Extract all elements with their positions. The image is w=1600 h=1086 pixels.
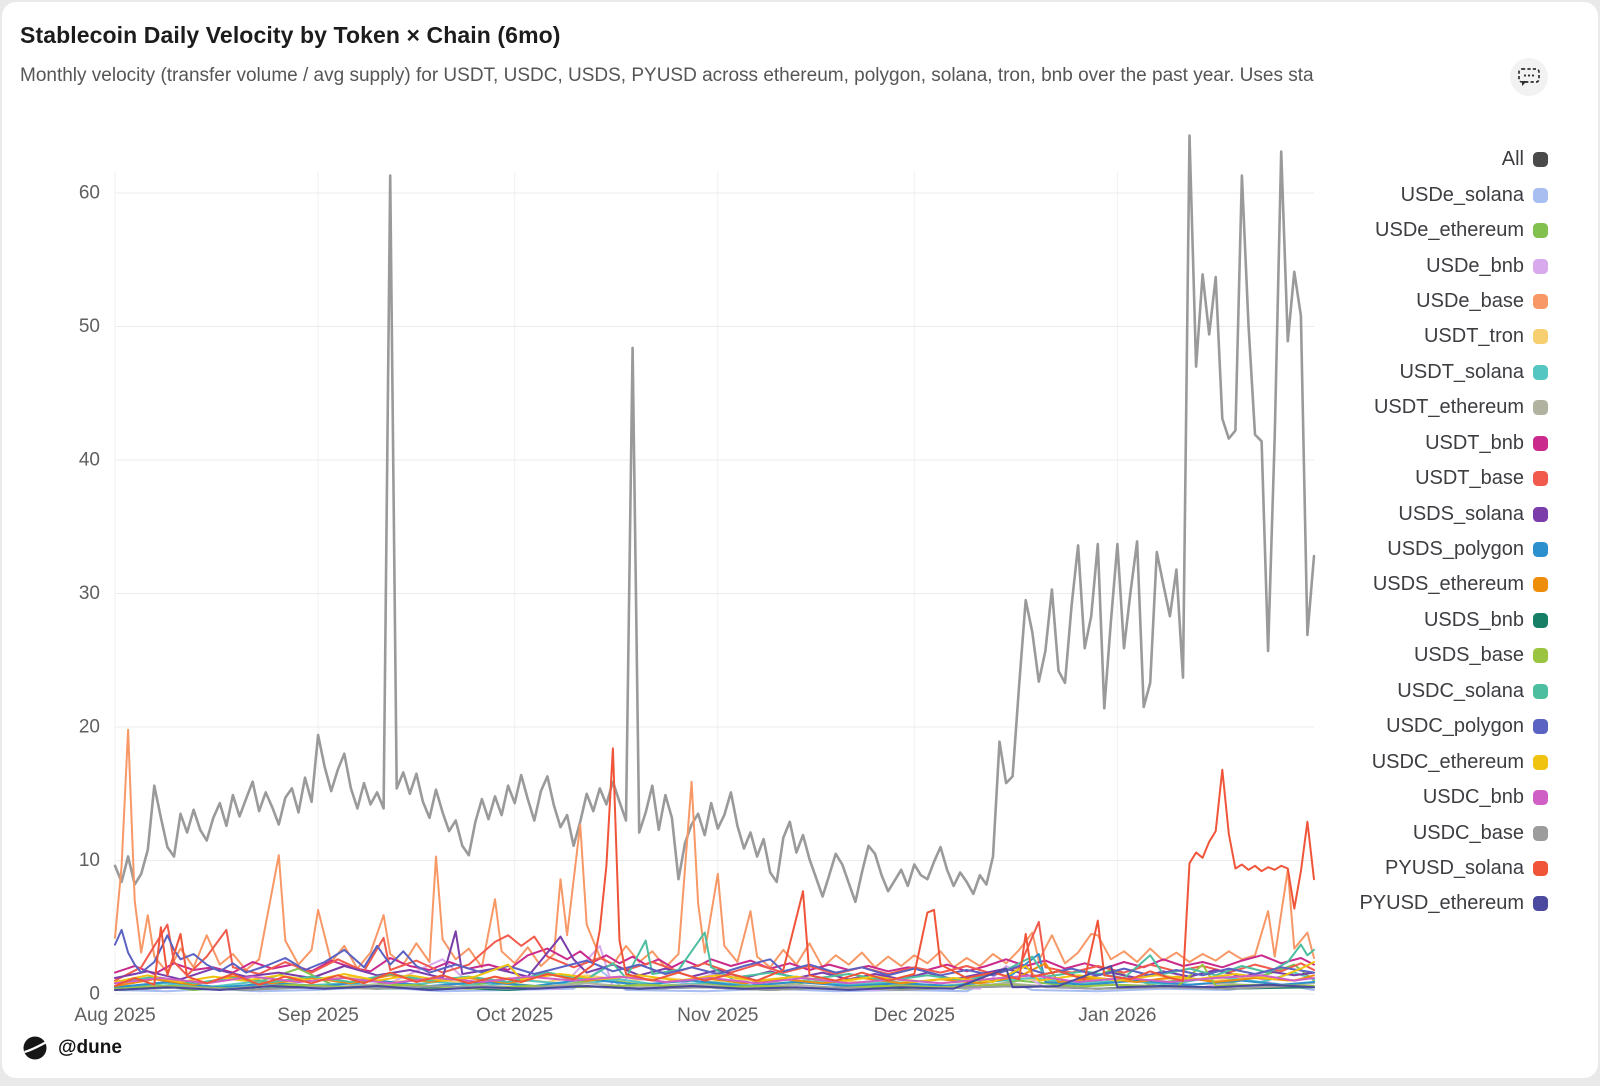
x-tick-label: Jan 2026 (1078, 1005, 1156, 1026)
legend-label: PYUSD_solana (1385, 856, 1524, 879)
y-tick-label: 40 (79, 450, 100, 471)
legend-label: PYUSD_ethereum (1359, 892, 1524, 915)
y-tick-label: 10 (79, 850, 100, 871)
legend-item-USDe_base[interactable]: USDe_base (1416, 284, 1548, 319)
dune-logo-icon (23, 1036, 47, 1060)
legend-item-USDe_bnb[interactable]: USDe_bnb (1426, 248, 1548, 283)
legend-swatch (1533, 435, 1548, 451)
legend-label: USDS_ethereum (1372, 573, 1524, 596)
y-tick-label: 20 (79, 717, 100, 738)
legend-item-PYUSD_ethereum[interactable]: PYUSD_ethereum (1359, 886, 1548, 921)
legend-label: USDe_solana (1400, 183, 1524, 206)
series-All (113, 134, 1316, 904)
legend-label: USDT_bnb (1425, 431, 1524, 454)
legend-label: All (1501, 148, 1524, 171)
legend-label: USDT_solana (1399, 360, 1524, 383)
legend: All USDe_solana USDe_ethereum USDe_bnb USDe_… (1359, 142, 1548, 922)
series-USDT_base (114, 920, 1315, 982)
legend-swatch (1533, 860, 1548, 876)
legend-label: USDC_polygon (1386, 715, 1524, 738)
series-PYUSD_ethereum (114, 965, 1315, 991)
legend-swatch (1533, 187, 1548, 203)
legend-item-All[interactable]: All (1502, 142, 1548, 177)
legend-swatch (1533, 825, 1548, 841)
x-tick-label: Sep 2025 (277, 1005, 358, 1026)
x-tick-label: Nov 2025 (677, 1005, 758, 1026)
chart-subtitle: Monthly velocity (transfer volume / avg … (20, 65, 1314, 86)
legend-item-USDT_ethereum[interactable]: USDT_ethereum (1374, 390, 1548, 425)
legend-swatch (1533, 790, 1548, 806)
legend-label: USDC_bnb (1422, 786, 1524, 809)
legend-swatch (1533, 612, 1548, 628)
legend-swatch (1533, 293, 1548, 309)
legend-label: USDT_tron (1423, 325, 1524, 348)
series-PYUSD_solana (114, 747, 1315, 987)
legend-item-PYUSD_solana[interactable]: PYUSD_solana (1385, 851, 1548, 886)
legend-swatch (1533, 258, 1548, 274)
legend-item-USDC_solana[interactable]: USDC_solana (1397, 674, 1548, 709)
legend-item-USDT_base[interactable]: USDT_base (1415, 461, 1548, 496)
legend-item-USDS_base[interactable]: USDS_base (1414, 638, 1548, 673)
legend-item-USDe_solana[interactable]: USDe_solana (1401, 177, 1548, 212)
legend-item-USDS_solana[interactable]: USDS_solana (1398, 496, 1548, 531)
legend-label: USDC_ethereum (1371, 750, 1524, 773)
legend-item-USDC_bnb[interactable]: USDC_bnb (1423, 780, 1548, 815)
legend-swatch (1533, 542, 1548, 558)
legend-swatch (1533, 683, 1548, 699)
legend-swatch (1533, 577, 1548, 593)
legend-swatch (1533, 471, 1548, 487)
legend-item-USDS_bnb[interactable]: USDS_bnb (1424, 603, 1548, 638)
legend-swatch (1533, 152, 1548, 168)
legend-swatch (1533, 223, 1548, 239)
legend-item-USDS_polygon[interactable]: USDS_polygon (1387, 532, 1548, 567)
watermark-handle: @dune (58, 1037, 122, 1058)
legend-swatch (1533, 506, 1548, 522)
legend-label: USDT_base (1415, 467, 1524, 490)
series-USDe_base (114, 728, 1315, 974)
legend-item-USDT_solana[interactable]: USDT_solana (1399, 355, 1548, 390)
legend-item-USDC_ethereum[interactable]: USDC_ethereum (1372, 744, 1548, 779)
legend-label: USDe_base (1416, 289, 1524, 312)
legend-swatch (1533, 329, 1548, 345)
y-tick-label: 0 (89, 984, 100, 1005)
legend-item-USDC_polygon[interactable]: USDC_polygon (1386, 709, 1548, 744)
y-tick-label: 30 (79, 583, 100, 604)
legend-item-USDe_ethereum[interactable]: USDe_ethereum (1375, 213, 1548, 248)
legend-label: USDe_ethereum (1375, 219, 1524, 242)
footer-watermark: @dune (23, 1036, 122, 1060)
speech-bubble-dashed-icon (1518, 68, 1540, 86)
legend-swatch (1533, 400, 1548, 416)
y-tick-label: 50 (79, 316, 100, 337)
legend-item-USDT_tron[interactable]: USDT_tron (1424, 319, 1548, 354)
legend-label: USDS_polygon (1387, 538, 1524, 561)
y-tick-label: 60 (79, 183, 100, 204)
x-tick-label: Aug 2025 (74, 1005, 155, 1026)
legend-swatch (1533, 719, 1548, 735)
legend-item-USDT_bnb[interactable]: USDT_bnb (1425, 426, 1548, 461)
legend-label: USDC_solana (1397, 679, 1524, 702)
legend-label: USDS_solana (1398, 502, 1524, 525)
legend-label: USDe_bnb (1426, 254, 1524, 277)
legend-swatch (1533, 754, 1548, 770)
legend-swatch (1533, 896, 1548, 912)
x-tick-label: Dec 2025 (874, 1005, 955, 1026)
legend-label: USDC_base (1412, 821, 1524, 844)
legend-swatch (1533, 364, 1548, 380)
x-tick-label: Oct 2025 (476, 1005, 553, 1026)
comment-bubble-icon[interactable] (1510, 58, 1548, 96)
legend-swatch (1533, 648, 1548, 664)
series-USDe_solana (114, 969, 1315, 993)
page-title: Stablecoin Daily Velocity by Token × Cha… (20, 22, 561, 48)
legend-label: USDS_bnb (1423, 608, 1524, 631)
legend-item-USDS_ethereum[interactable]: USDS_ethereum (1373, 567, 1548, 602)
legend-item-USDC_base[interactable]: USDC_base (1413, 815, 1548, 850)
legend-label: USDS_base (1413, 644, 1524, 667)
legend-label: USDT_ethereum (1373, 396, 1524, 419)
